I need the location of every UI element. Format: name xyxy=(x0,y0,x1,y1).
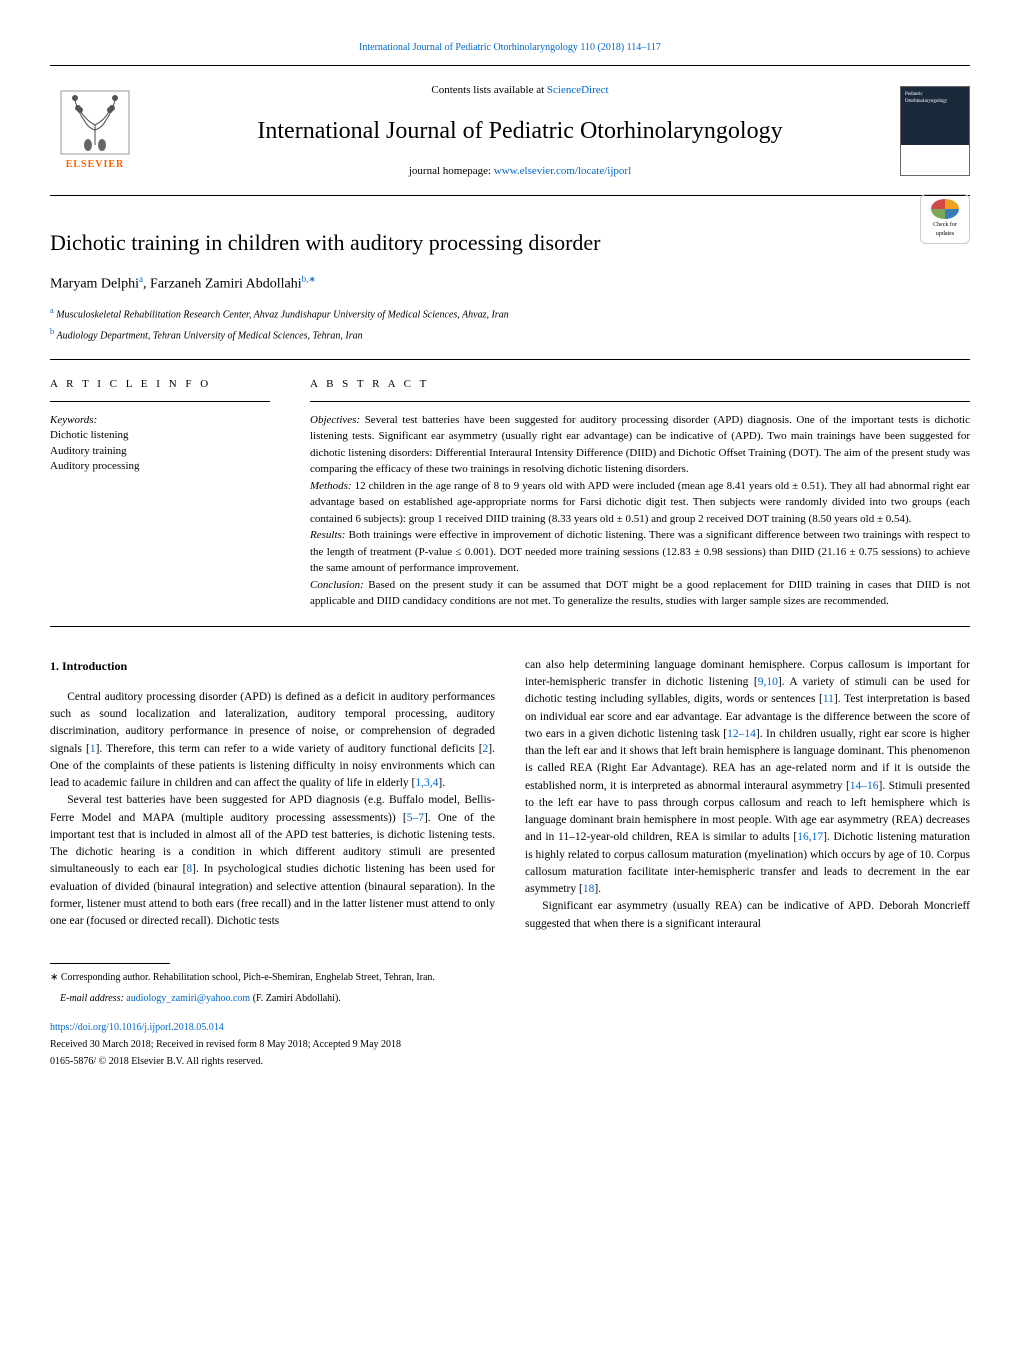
abstract-results-label: Results: xyxy=(310,529,349,541)
abstract-methods: 12 children in the age range of 8 to 9 y… xyxy=(310,480,970,525)
author-2-affil[interactable]: b,∗ xyxy=(302,274,316,284)
rule-abstract xyxy=(310,401,970,402)
article-info-column: A R T I C L E I N F O Keywords: Dichotic… xyxy=(50,376,270,610)
cover-image-area xyxy=(901,145,969,175)
masthead: ELSEVIER Contents lists available at Sci… xyxy=(50,74,970,187)
keyword-3: Auditory processing xyxy=(50,459,270,474)
ref-1214[interactable]: 12–14 xyxy=(727,728,756,740)
right-column: can also help determining language domin… xyxy=(525,657,970,933)
p3g: ]. xyxy=(594,883,601,895)
ref-11[interactable]: 11 xyxy=(823,693,834,705)
crossmark-icon xyxy=(931,199,959,219)
elsevier-tree-icon xyxy=(60,90,130,155)
abstract-objectives-label: Objectives: xyxy=(310,414,365,426)
ref-18[interactable]: 18 xyxy=(583,883,595,895)
ref-910[interactable]: 9,10 xyxy=(758,676,778,688)
publisher-name: ELSEVIER xyxy=(66,157,125,172)
sciencedirect-link[interactable]: ScienceDirect xyxy=(547,84,609,96)
abstract-conclusion: Based on the present study it can be ass… xyxy=(310,579,970,608)
abstract-text: Objectives: Several test batteries have … xyxy=(310,412,970,610)
article-info-heading: A R T I C L E I N F O xyxy=(50,376,270,393)
homepage-prefix: journal homepage: xyxy=(409,165,494,177)
rule-footnote xyxy=(50,963,170,964)
ref-1416[interactable]: 14–16 xyxy=(850,780,879,792)
keyword-1: Dichotic listening xyxy=(50,428,270,443)
intro-para-3: can also help determining language domin… xyxy=(525,657,970,899)
affil-b-text: Audiology Department, Tehran University … xyxy=(54,330,362,341)
contents-available: Contents lists available at ScienceDirec… xyxy=(140,82,900,99)
abstract-conclusion-label: Conclusion: xyxy=(310,579,368,591)
journal-homepage: journal homepage: www.elsevier.com/locat… xyxy=(140,163,900,180)
keyword-2: Auditory training xyxy=(50,444,270,459)
abstract-column: A B S T R A C T Objectives: Several test… xyxy=(310,376,970,610)
journal-reference[interactable]: International Journal of Pediatric Otorh… xyxy=(50,40,970,55)
p1d: ]. xyxy=(438,777,445,789)
contents-prefix: Contents lists available at xyxy=(431,84,546,96)
email-line: E-mail address: audiology_zamiri@yahoo.c… xyxy=(50,991,970,1006)
rule-top xyxy=(50,65,970,66)
homepage-link[interactable]: www.elsevier.com/locate/ijporl xyxy=(494,165,631,177)
p1b: ]. Therefore, this term can refer to a w… xyxy=(96,743,483,755)
rule-info xyxy=(50,401,270,402)
affiliation-a: a Musculoskeletal Rehabilitation Researc… xyxy=(50,305,970,322)
email-suffix: (F. Zamiri Abdollahi). xyxy=(250,993,341,1004)
intro-para-4: Significant ear asymmetry (usually REA) … xyxy=(525,898,970,933)
ref-134[interactable]: 1,3,4 xyxy=(415,777,438,789)
received-dates: Received 30 March 2018; Received in revi… xyxy=(50,1037,970,1052)
ref-1617[interactable]: 16,17 xyxy=(797,831,823,843)
cover-title: Pediatric Otorhinolaryngology xyxy=(905,91,965,106)
authors: Maryam Delphia, Farzaneh Zamiri Abdollah… xyxy=(50,273,970,295)
abstract-heading: A B S T R A C T xyxy=(310,376,970,393)
doi-link[interactable]: https://doi.org/10.1016/j.ijporl.2018.05… xyxy=(50,1020,970,1035)
journal-title: International Journal of Pediatric Otorh… xyxy=(140,113,900,149)
body-text: 1. Introduction Central auditory process… xyxy=(50,657,970,933)
check-updates-badge[interactable]: Check for updates xyxy=(920,194,970,244)
author-separator: , xyxy=(143,277,150,292)
corresp-text: Corresponding author. Rehabilitation sch… xyxy=(58,972,435,983)
check-updates-label: Check for updates xyxy=(925,221,965,239)
abstract-methods-label: Methods: xyxy=(310,480,355,492)
journal-cover-thumbnail[interactable]: Pediatric Otorhinolaryngology xyxy=(900,86,970,176)
affiliation-b: b Audiology Department, Tehran Universit… xyxy=(50,326,970,343)
author-1[interactable]: Maryam Delphi xyxy=(50,277,139,292)
copyright: 0165-5876/ © 2018 Elsevier B.V. All righ… xyxy=(50,1054,970,1069)
rule-above-abstract xyxy=(50,359,970,360)
publisher-logo[interactable]: ELSEVIER xyxy=(50,90,140,172)
rule-masthead-bottom xyxy=(50,195,970,196)
abstract-objectives: Several test batteries have been suggest… xyxy=(310,414,970,476)
corresponding-author-note: ∗ Corresponding author. Rehabilitation s… xyxy=(50,970,970,985)
intro-para-2: Several test batteries have been suggest… xyxy=(50,792,495,930)
left-column: 1. Introduction Central auditory process… xyxy=(50,657,495,933)
affil-a-text: Musculoskeletal Rehabilitation Research … xyxy=(54,309,509,320)
rule-below-abstract xyxy=(50,626,970,627)
author-2[interactable]: Farzaneh Zamiri Abdollahi xyxy=(150,277,302,292)
intro-heading: 1. Introduction xyxy=(50,657,495,675)
email-label: E-mail address: xyxy=(60,993,126,1004)
keywords-label: Keywords: xyxy=(50,412,270,429)
ref-57[interactable]: 5–7 xyxy=(407,812,424,824)
abstract-results: Both trainings were effective in improve… xyxy=(310,529,970,574)
intro-para-1: Central auditory processing disorder (AP… xyxy=(50,689,495,793)
article-title: Dichotic training in children with audit… xyxy=(50,226,970,259)
email-link[interactable]: audiology_zamiri@yahoo.com xyxy=(126,993,250,1004)
